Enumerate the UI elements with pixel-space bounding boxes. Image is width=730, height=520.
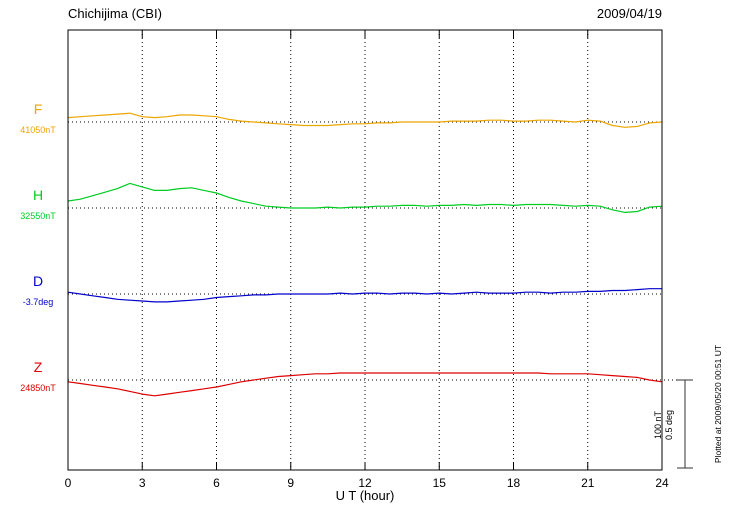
scale-bar-label-nt: 100 nT xyxy=(653,410,663,440)
scale-bar-label-deg: 0.5 deg xyxy=(664,409,675,441)
x-tick-label-21: 21 xyxy=(581,476,595,490)
series-label-Z: Z xyxy=(33,359,43,375)
series-label-H: H xyxy=(32,187,44,203)
series-label-F: F xyxy=(33,101,43,117)
x-tick-label-3: 3 xyxy=(138,476,146,490)
x-axis-label: U T (hour) xyxy=(335,488,395,503)
x-tick-label-9: 9 xyxy=(287,476,295,490)
x-tick-label-15: 15 xyxy=(432,476,446,490)
series-label-D: D xyxy=(32,273,44,289)
station-title: Chichijima (CBI) xyxy=(68,6,162,21)
series-baseline-value-Z: 24850nT xyxy=(20,383,56,393)
series-baseline-value-D: -3.7deg xyxy=(22,297,54,307)
observation-date: 2009/04/19 xyxy=(596,6,662,21)
x-tick-label-0: 0 xyxy=(64,476,72,490)
x-tick-label-24: 24 xyxy=(655,476,669,490)
plotted-at-caption: Plotted at 2009/05/20 00:51 UT xyxy=(713,344,723,464)
x-tick-label-6: 6 xyxy=(213,476,220,490)
x-tick-label-12: 12 xyxy=(358,476,372,490)
series-baseline-value-H: 32550nT xyxy=(20,211,56,221)
series-baseline-value-F: 41050nT xyxy=(20,125,56,135)
scale-bar-label: 100 nT 0.5 deg xyxy=(653,393,675,457)
x-tick-label-18: 18 xyxy=(506,476,521,490)
